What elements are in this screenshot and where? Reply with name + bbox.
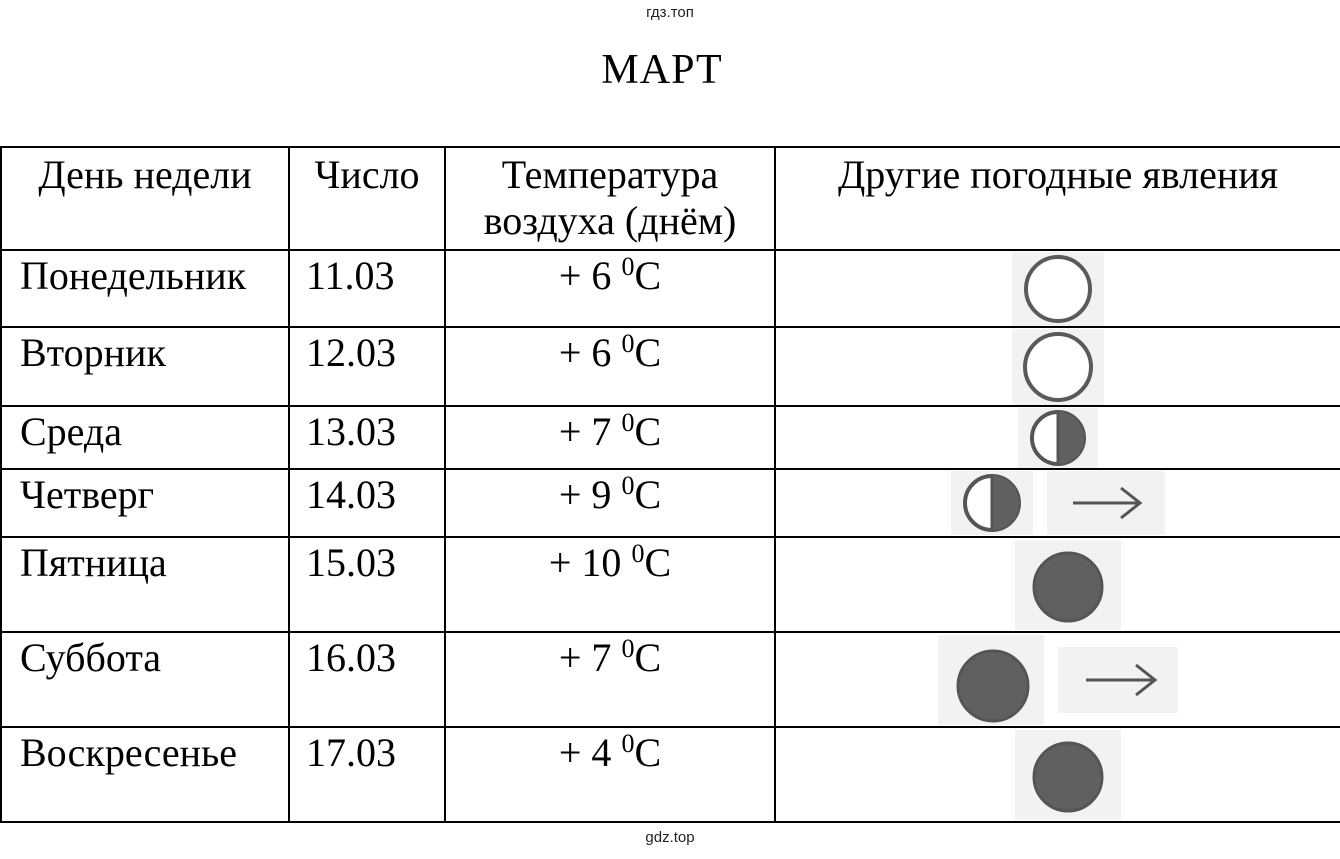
date-cell: 11.03 (288, 249, 446, 328)
weather-cell (774, 726, 1340, 823)
table-row: Суббота 16.03 + 7 0C (0, 631, 1340, 728)
date-cell: 17.03 (288, 726, 446, 823)
day-cell: Суббота (0, 631, 290, 728)
temperature-unit: C (634, 730, 662, 775)
degree-sign: 0 (621, 252, 635, 281)
degree-sign: 0 (621, 471, 635, 500)
weather-cell (774, 631, 1340, 728)
weather-cell (774, 468, 1340, 538)
header-temperature: Температура воздуха (днём) (444, 146, 776, 251)
overcast-icon (1015, 539, 1121, 630)
header-row: День недели Число Температура воздуха (д… (0, 146, 1340, 251)
degree-sign: 0 (631, 539, 645, 568)
date-cell: 16.03 (288, 631, 446, 728)
day-cell: Среда (0, 405, 290, 470)
day-cell: Воскресенье (0, 726, 290, 823)
day-cell: Пятница (0, 536, 290, 633)
temperature-value: + 7 (558, 409, 622, 454)
table-row: Понедельник 11.03 + 6 0C (0, 249, 1340, 328)
day-cell: Понедельник (0, 249, 290, 328)
date-cell: 13.03 (288, 405, 446, 470)
temperature-unit: C (634, 330, 662, 375)
date-cell: 12.03 (288, 326, 446, 407)
temperature-value: + 9 (558, 472, 622, 517)
degree-sign: 0 (621, 329, 635, 358)
day-cell: Вторник (0, 326, 290, 407)
temperature-value: + 10 (548, 540, 632, 585)
header-number: Число (288, 146, 446, 251)
temperature-cell: + 4 0C (444, 726, 776, 823)
temperature-unit: C (634, 409, 662, 454)
degree-sign: 0 (621, 634, 635, 663)
watermark-bottom: gdz.top (645, 829, 695, 846)
temperature-unit: C (634, 253, 662, 298)
temperature-unit: C (634, 635, 662, 680)
temperature-cell: + 6 0C (444, 326, 776, 407)
temperature-value: + 7 (558, 635, 622, 680)
wind-arrow-icon (1047, 471, 1165, 535)
degree-sign: 0 (621, 729, 635, 758)
temperature-cell: + 7 0C (444, 405, 776, 470)
weather-table: День недели Число Температура воздуха (д… (0, 146, 1340, 823)
overcast-icon (1015, 729, 1121, 820)
header-day: День недели (0, 146, 290, 251)
temperature-unit: C (644, 540, 672, 585)
weather-cell (774, 405, 1340, 470)
temperature-value: + 4 (558, 730, 622, 775)
table-row: Вторник 12.03 + 6 0C (0, 326, 1340, 407)
temperature-cell: + 6 0C (444, 249, 776, 328)
watermark-top: гдз.топ (646, 4, 694, 21)
day-cell: Четверг (0, 468, 290, 538)
temperature-unit: C (634, 472, 662, 517)
page-title: МАРТ (601, 47, 723, 93)
header-other: Другие погодные явления (774, 146, 1340, 251)
partly-cloudy-icon (951, 471, 1033, 535)
overcast-icon (938, 634, 1044, 725)
weather-cell (774, 536, 1340, 633)
weather-cell (774, 326, 1340, 407)
temperature-cell: + 9 0C (444, 468, 776, 538)
weather-cell (774, 249, 1340, 328)
temperature-value: + 6 (558, 330, 622, 375)
header-temperature-line1: Температура (501, 152, 719, 197)
header-temperature-line2: воздуха (днём) (483, 198, 737, 243)
date-cell: 14.03 (288, 468, 446, 538)
wind-arrow-icon (1058, 646, 1178, 713)
temperature-cell: + 7 0C (444, 631, 776, 728)
table-row: Четверг 14.03 + 9 0C (0, 468, 1340, 538)
partly-cloudy-icon (1018, 407, 1098, 468)
temperature-cell: + 10 0C (444, 536, 776, 633)
clear-sky-icon (1012, 251, 1104, 326)
clear-sky-icon (1012, 328, 1104, 405)
degree-sign: 0 (621, 408, 635, 437)
table-row: Воскресенье 17.03 + 4 0C (0, 726, 1340, 823)
table-row: Среда 13.03 + 7 0C (0, 405, 1340, 470)
temperature-value: + 6 (558, 253, 622, 298)
date-cell: 15.03 (288, 536, 446, 633)
table-row: Пятница 15.03 + 10 0C (0, 536, 1340, 633)
